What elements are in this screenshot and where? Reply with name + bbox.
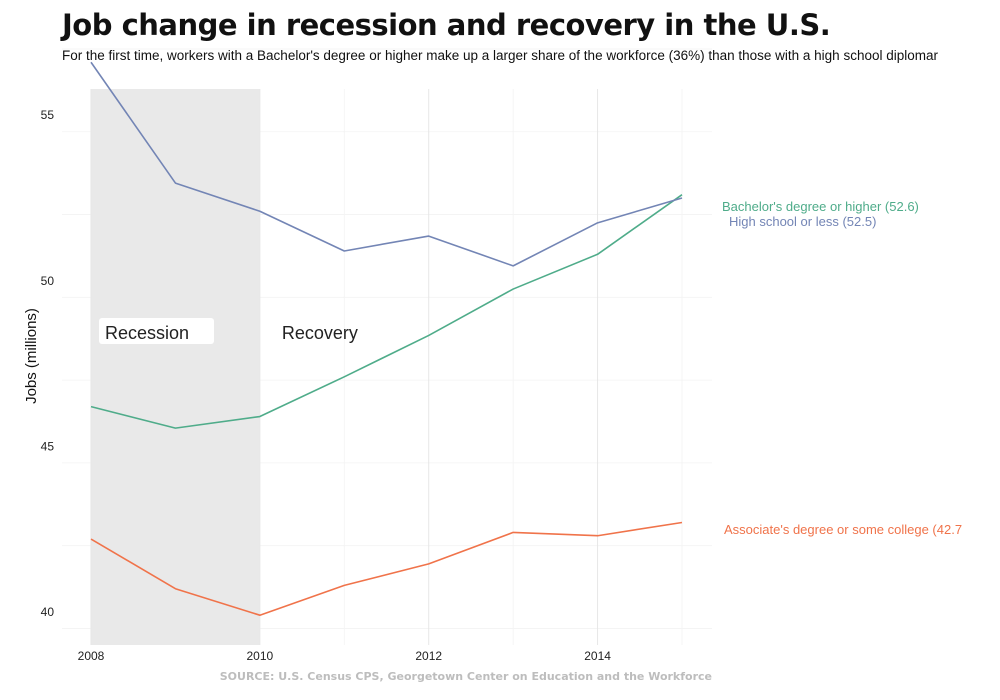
x-tick-label: 2014 (584, 649, 611, 663)
y-axis-title: Jobs (millions) (23, 308, 40, 404)
series-lines (90, 61, 683, 617)
shaded-regions: Recession Recovery (91, 89, 358, 645)
y-tick-label: 45 (41, 439, 55, 453)
chart-subtitle: For the first time, workers with a Bache… (62, 48, 938, 63)
region-label-recession: Recession (105, 323, 189, 343)
x-tick-label: 2010 (247, 649, 274, 663)
source-note: SOURCE: U.S. Census CPS, Georgetown Cent… (219, 670, 712, 683)
region-label-background (99, 318, 214, 344)
series-end-label: High school or less (52.5) (729, 214, 876, 229)
y-tick-label: 50 (41, 274, 55, 288)
series-end-label: Associate's degree or some college (42.7 (724, 522, 962, 537)
axis-ticks: 40 45 50 55 2008 2010 2012 2014 (41, 108, 612, 663)
series-line-2 (90, 521, 683, 617)
y-tick-label: 55 (41, 108, 55, 122)
series-end-label: Bachelor's degree or higher (52.6) (722, 199, 919, 214)
chart-title: Job change in recession and recovery in … (62, 8, 831, 42)
series-line-1 (90, 61, 683, 267)
x-tick-label: 2012 (415, 649, 442, 663)
x-tick-label: 2008 (78, 649, 105, 663)
region-label-recovery: Recovery (282, 323, 358, 343)
series-line-0 (90, 194, 683, 429)
recession-shading (91, 89, 260, 645)
y-tick-label: 40 (41, 605, 55, 619)
series-end-labels: Bachelor's degree or higher (52.6)High s… (722, 199, 962, 537)
